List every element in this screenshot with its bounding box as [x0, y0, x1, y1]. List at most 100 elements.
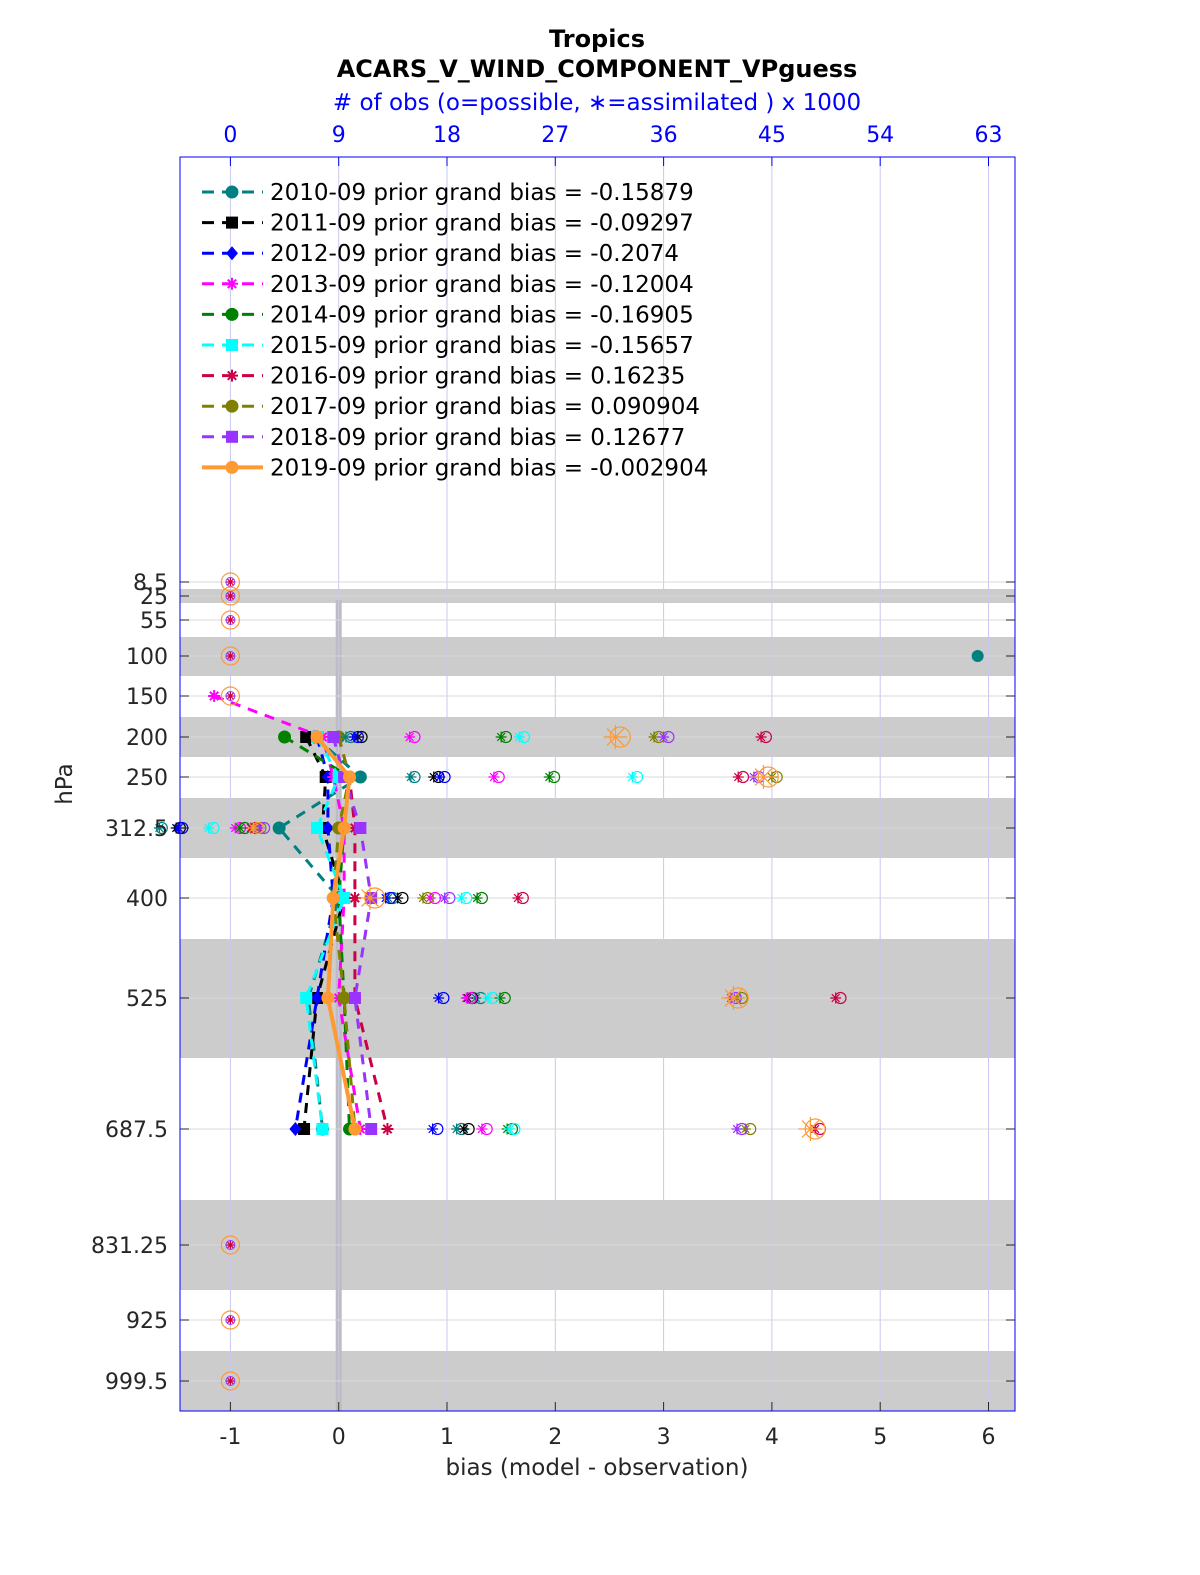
- obs-assimilated-marker: [470, 992, 482, 1004]
- legend-marker: [226, 430, 238, 443]
- y-tick-label: 831.25: [91, 1234, 168, 1259]
- placeholder-obs-marker: [226, 652, 235, 660]
- obs-assimilated-marker: [798, 1117, 823, 1141]
- series-line: [331, 736, 373, 1130]
- data-point: [311, 822, 324, 834]
- top-tick-label: 18: [433, 123, 461, 148]
- data-point: [316, 1123, 329, 1135]
- obs-assimilated-marker: [247, 822, 259, 834]
- legend-entry: 2012-09 prior grand bias = -0.2074: [270, 241, 679, 267]
- obs-assimilated-marker: [424, 892, 436, 904]
- data-point: [348, 892, 361, 904]
- top-axis-label: # of obs (o=possible, ∗=assimilated ) x …: [333, 90, 861, 116]
- legend-entry: 2010-09 prior grand bias = -0.15879: [270, 180, 694, 206]
- obs-assimilated-marker: [340, 731, 352, 743]
- x-tick-label: 4: [765, 1425, 779, 1450]
- y-tick-label: 25: [140, 585, 168, 610]
- obs-assimilated-marker: [658, 731, 670, 743]
- x-tick-label: 0: [332, 1425, 346, 1450]
- data-point: [337, 821, 351, 835]
- obs-assimilated-marker: [380, 892, 392, 904]
- placeholder-obs-marker: [220, 586, 240, 606]
- obs-markers: [153, 572, 847, 1391]
- obs-assimilated-marker: [253, 822, 265, 834]
- legend-marker: [225, 460, 239, 474]
- data-point: [338, 892, 351, 904]
- placeholder-obs-marker: [225, 1376, 236, 1386]
- obs-assimilated-marker: [648, 731, 660, 743]
- legend-entry: 2011-09 prior grand bias = -0.09297: [270, 211, 694, 237]
- legend-marker: [225, 307, 239, 321]
- series-layer: [208, 650, 984, 1136]
- obs-assimilated-marker: [471, 892, 483, 904]
- legend-marker: [226, 277, 238, 290]
- top-axis: 0 9 18 27 36 45 54 63: [223, 123, 1003, 166]
- obs-assimilated-marker: [455, 892, 467, 904]
- chart-title: Tropics: [549, 25, 645, 53]
- obs-assimilated-marker: [458, 1123, 470, 1135]
- top-tick-label: 36: [650, 123, 678, 148]
- y-tick-label: 250: [126, 766, 168, 791]
- series-line: [283, 735, 352, 1130]
- placeholder-obs-marker: [226, 1241, 235, 1249]
- obs-assimilated-marker: [495, 731, 507, 743]
- x-tick-label: 1: [440, 1425, 454, 1450]
- legend: 2010-09 prior grand bias = -0.15879 2011-…: [202, 180, 708, 481]
- x-tick-label: 6: [982, 1425, 996, 1450]
- series-line: [302, 736, 346, 1130]
- obs-assimilated-marker: [494, 992, 506, 1004]
- legend-entry: 2016-09 prior grand bias = 0.16235: [270, 364, 685, 390]
- obs-assimilated-marker: [392, 892, 404, 904]
- x-tick-label: -1: [219, 1425, 241, 1450]
- data-point: [365, 1123, 378, 1135]
- obs-assimilated-marker: [603, 725, 628, 749]
- y-tick-label: 687.5: [105, 1118, 168, 1143]
- x-tick-label: 5: [873, 1425, 887, 1450]
- placeholder-obs-marker: [220, 610, 240, 630]
- data-point: [343, 770, 357, 784]
- obs-assimilated-marker: [451, 1123, 463, 1135]
- data-point: [337, 991, 351, 1005]
- legend-entry: 2015-09 prior grand bias = -0.15657: [270, 333, 694, 359]
- obs-assimilated-marker: [751, 765, 776, 789]
- placeholder-obs-marker: [220, 646, 240, 666]
- data-point: [321, 991, 335, 1005]
- obs-assimilated-marker: [721, 986, 746, 1010]
- obs-assimilated-marker: [513, 731, 525, 743]
- placeholder-obs-marker: [220, 686, 240, 706]
- obs-assimilated-marker: [739, 1123, 751, 1135]
- data-point: [348, 1122, 362, 1136]
- legend-entry: 2014-09 prior grand bias = -0.16905: [270, 302, 694, 328]
- plot-frame: [179, 156, 1016, 1412]
- obs-assimilated-marker: [405, 771, 417, 783]
- obs-assimilated-marker: [433, 992, 445, 1004]
- placeholder-obs-marker: [226, 616, 235, 624]
- obs-assimilated-marker: [357, 886, 382, 910]
- y-tick-label: 312.5: [105, 817, 168, 842]
- obs-assimilated-marker: [755, 731, 767, 743]
- y-tick-label: 925: [126, 1309, 168, 1334]
- obs-assimilated-marker: [153, 822, 165, 834]
- obs-assimilated-marker: [428, 771, 440, 783]
- placeholder-obs-marker: [220, 1235, 240, 1255]
- y-tick-label: 8.5: [133, 571, 168, 596]
- placeholder-obs-marker: [226, 692, 235, 700]
- data-point: [381, 1123, 394, 1135]
- obs-assimilated-marker: [348, 731, 360, 743]
- series-line: [331, 736, 357, 1130]
- y-tick-label: 100: [126, 645, 168, 670]
- obs-assimilated-marker: [439, 892, 451, 904]
- placeholder-obs-marker: [220, 1371, 240, 1391]
- obs-assimilated-marker: [427, 1123, 439, 1135]
- legend-entry: 2013-09 prior grand bias = -0.12004: [270, 272, 694, 298]
- outlier-data-point: [971, 650, 984, 662]
- legend-marker: [226, 216, 238, 229]
- y-axis-label: hPa: [52, 763, 78, 805]
- series-line: [337, 736, 389, 1130]
- placeholder-obs-marker: [226, 592, 235, 600]
- top-tick-label: 45: [758, 123, 786, 148]
- grid-lines: [180, 157, 1015, 1411]
- y-tick-label: 525: [126, 987, 168, 1012]
